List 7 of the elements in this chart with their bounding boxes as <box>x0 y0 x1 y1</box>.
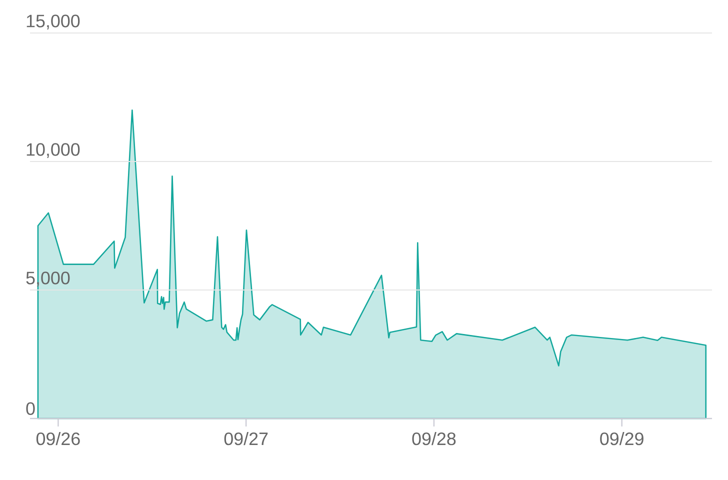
y-tick-label: 0 <box>26 402 35 415</box>
x-tick-label: 09/28 <box>412 432 456 446</box>
y-tick-label: 15,000 <box>26 14 80 30</box>
x-tick-label: 09/29 <box>600 432 644 446</box>
x-tick-label: 09/27 <box>224 432 268 446</box>
x-tick-label: 09/26 <box>36 432 80 446</box>
y-tick-label: 10,000 <box>26 143 80 158</box>
